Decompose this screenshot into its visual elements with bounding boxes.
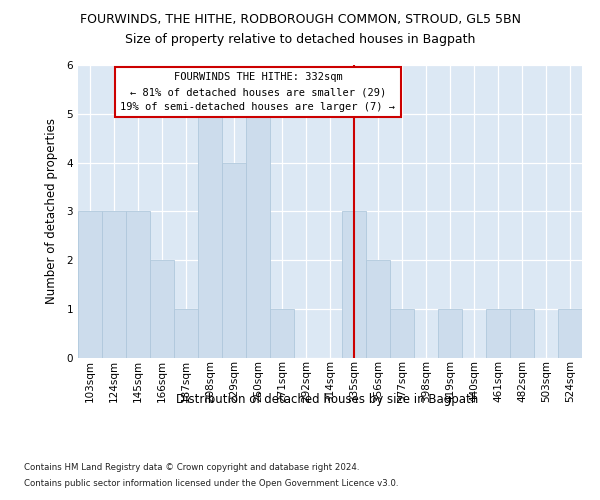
Bar — [342, 212, 366, 358]
Text: FOURWINDS, THE HITHE, RODBOROUGH COMMON, STROUD, GL5 5BN: FOURWINDS, THE HITHE, RODBOROUGH COMMON,… — [79, 12, 521, 26]
Bar — [510, 308, 534, 358]
Bar — [390, 308, 414, 358]
Bar — [270, 308, 294, 358]
Text: FOURWINDS THE HITHE: 332sqm
← 81% of detached houses are smaller (29)
19% of sem: FOURWINDS THE HITHE: 332sqm ← 81% of det… — [121, 72, 395, 112]
Bar — [78, 212, 102, 358]
Bar — [174, 308, 198, 358]
Bar — [222, 162, 246, 358]
Bar — [198, 114, 222, 358]
Bar — [150, 260, 174, 358]
Bar — [366, 260, 390, 358]
Bar — [102, 212, 126, 358]
Bar — [438, 308, 462, 358]
Y-axis label: Number of detached properties: Number of detached properties — [45, 118, 58, 304]
Text: Size of property relative to detached houses in Bagpath: Size of property relative to detached ho… — [125, 32, 475, 46]
Text: Distribution of detached houses by size in Bagpath: Distribution of detached houses by size … — [176, 392, 478, 406]
Text: Contains public sector information licensed under the Open Government Licence v3: Contains public sector information licen… — [24, 478, 398, 488]
Bar — [558, 308, 582, 358]
Bar — [486, 308, 510, 358]
Bar — [246, 114, 270, 358]
Text: Contains HM Land Registry data © Crown copyright and database right 2024.: Contains HM Land Registry data © Crown c… — [24, 464, 359, 472]
Bar — [126, 212, 150, 358]
